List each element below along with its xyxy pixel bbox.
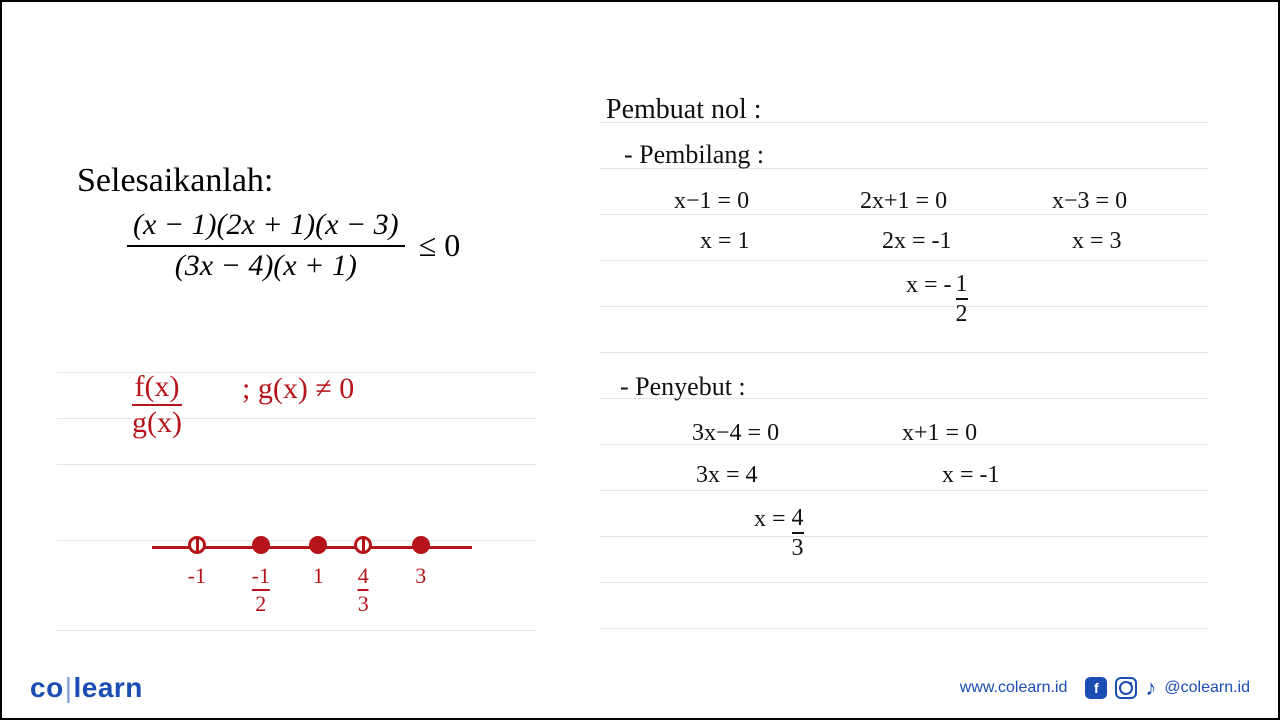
brand-logo: co|learn	[30, 672, 143, 704]
number-line-point	[188, 536, 206, 554]
facebook-icon[interactable]: f	[1085, 677, 1107, 699]
eq4c: x = 4 3	[754, 506, 804, 560]
problem-fraction: (x − 1)(2x + 1)(x − 3) (3x − 4)(x + 1)	[127, 208, 405, 283]
number-line-label: 1	[313, 564, 324, 587]
form-fraction: f(x) g(x)	[132, 370, 182, 438]
fg-condition: ; g(x) ≠ 0	[242, 372, 354, 406]
footer-url[interactable]: www.colearn.id	[960, 679, 1068, 697]
socials: f ♪ @colearn.id	[1085, 675, 1250, 701]
problem-block: Selesaikanlah: (x − 1)(2x + 1)(x − 3) (3…	[77, 162, 557, 283]
eq3b: x = 3	[1072, 228, 1122, 255]
eq2c: x = - 1 2	[906, 272, 968, 326]
eq3a: x−3 = 0	[1052, 188, 1127, 215]
problem-denominator: (3x − 4)(x + 1)	[169, 247, 363, 284]
number-line-label: -12	[252, 564, 270, 615]
brand-b: learn	[73, 672, 142, 703]
eq2c-frac: 1 2	[956, 272, 968, 326]
problem-expression: (x − 1)(2x + 1)(x − 3) (3x − 4)(x + 1) ≤…	[127, 208, 557, 283]
social-handle[interactable]: @colearn.id	[1164, 679, 1250, 697]
eq4c-pre: x =	[754, 506, 786, 533]
footer-right: www.colearn.id f ♪ @colearn.id	[960, 675, 1250, 701]
heading-pembuat-nol: Pembuat nol :	[606, 94, 762, 126]
number-line-point	[354, 536, 372, 554]
fg-frac: f(x) g(x)	[132, 372, 182, 438]
eq1b: x = 1	[700, 228, 750, 255]
instagram-icon[interactable]	[1115, 677, 1137, 699]
number-line-label: 43	[358, 564, 369, 615]
problem-numerator: (x − 1)(2x + 1)(x − 3)	[127, 208, 405, 245]
page: Selesaikanlah: (x − 1)(2x + 1)(x − 3) (3…	[0, 0, 1280, 720]
number-line-point	[309, 536, 327, 554]
eq2a: 2x+1 = 0	[860, 188, 947, 215]
number-line-point	[252, 536, 270, 554]
fg-num: f(x)	[135, 372, 180, 404]
eq2c-pre: x = -	[906, 272, 952, 299]
eq4a: 3x−4 = 0	[692, 420, 779, 447]
eq4c-n: 4	[792, 506, 804, 532]
eq4c-d: 3	[792, 534, 804, 560]
brand-a: co	[30, 672, 64, 703]
number-line-point	[412, 536, 430, 554]
sub-pembilang: - Pembilang :	[624, 140, 764, 170]
eq4b: 3x = 4	[696, 462, 758, 489]
eq2c-d: 2	[956, 300, 968, 326]
eq1a: x−1 = 0	[674, 188, 749, 215]
eq4c-frac: 4 3	[792, 506, 804, 560]
number-line-label: 3	[415, 564, 426, 587]
brand-sep: |	[65, 672, 73, 703]
sub-penyebut: - Penyebut :	[620, 372, 746, 402]
eq2c-n: 1	[956, 272, 968, 298]
number-line-label: -1	[188, 564, 206, 587]
fg-den: g(x)	[132, 406, 182, 438]
eq5a: x+1 = 0	[902, 420, 977, 447]
eq5b: x = -1	[942, 462, 1000, 489]
eq2b: 2x = -1	[882, 228, 952, 255]
footer: co|learn www.colearn.id f ♪ @colearn.id	[2, 658, 1278, 718]
problem-relation: ≤ 0	[419, 227, 461, 264]
number-line: -1 -12 1 43 3	[152, 542, 472, 632]
problem-title: Selesaikanlah:	[77, 162, 557, 200]
tiktok-icon[interactable]: ♪	[1145, 675, 1156, 701]
